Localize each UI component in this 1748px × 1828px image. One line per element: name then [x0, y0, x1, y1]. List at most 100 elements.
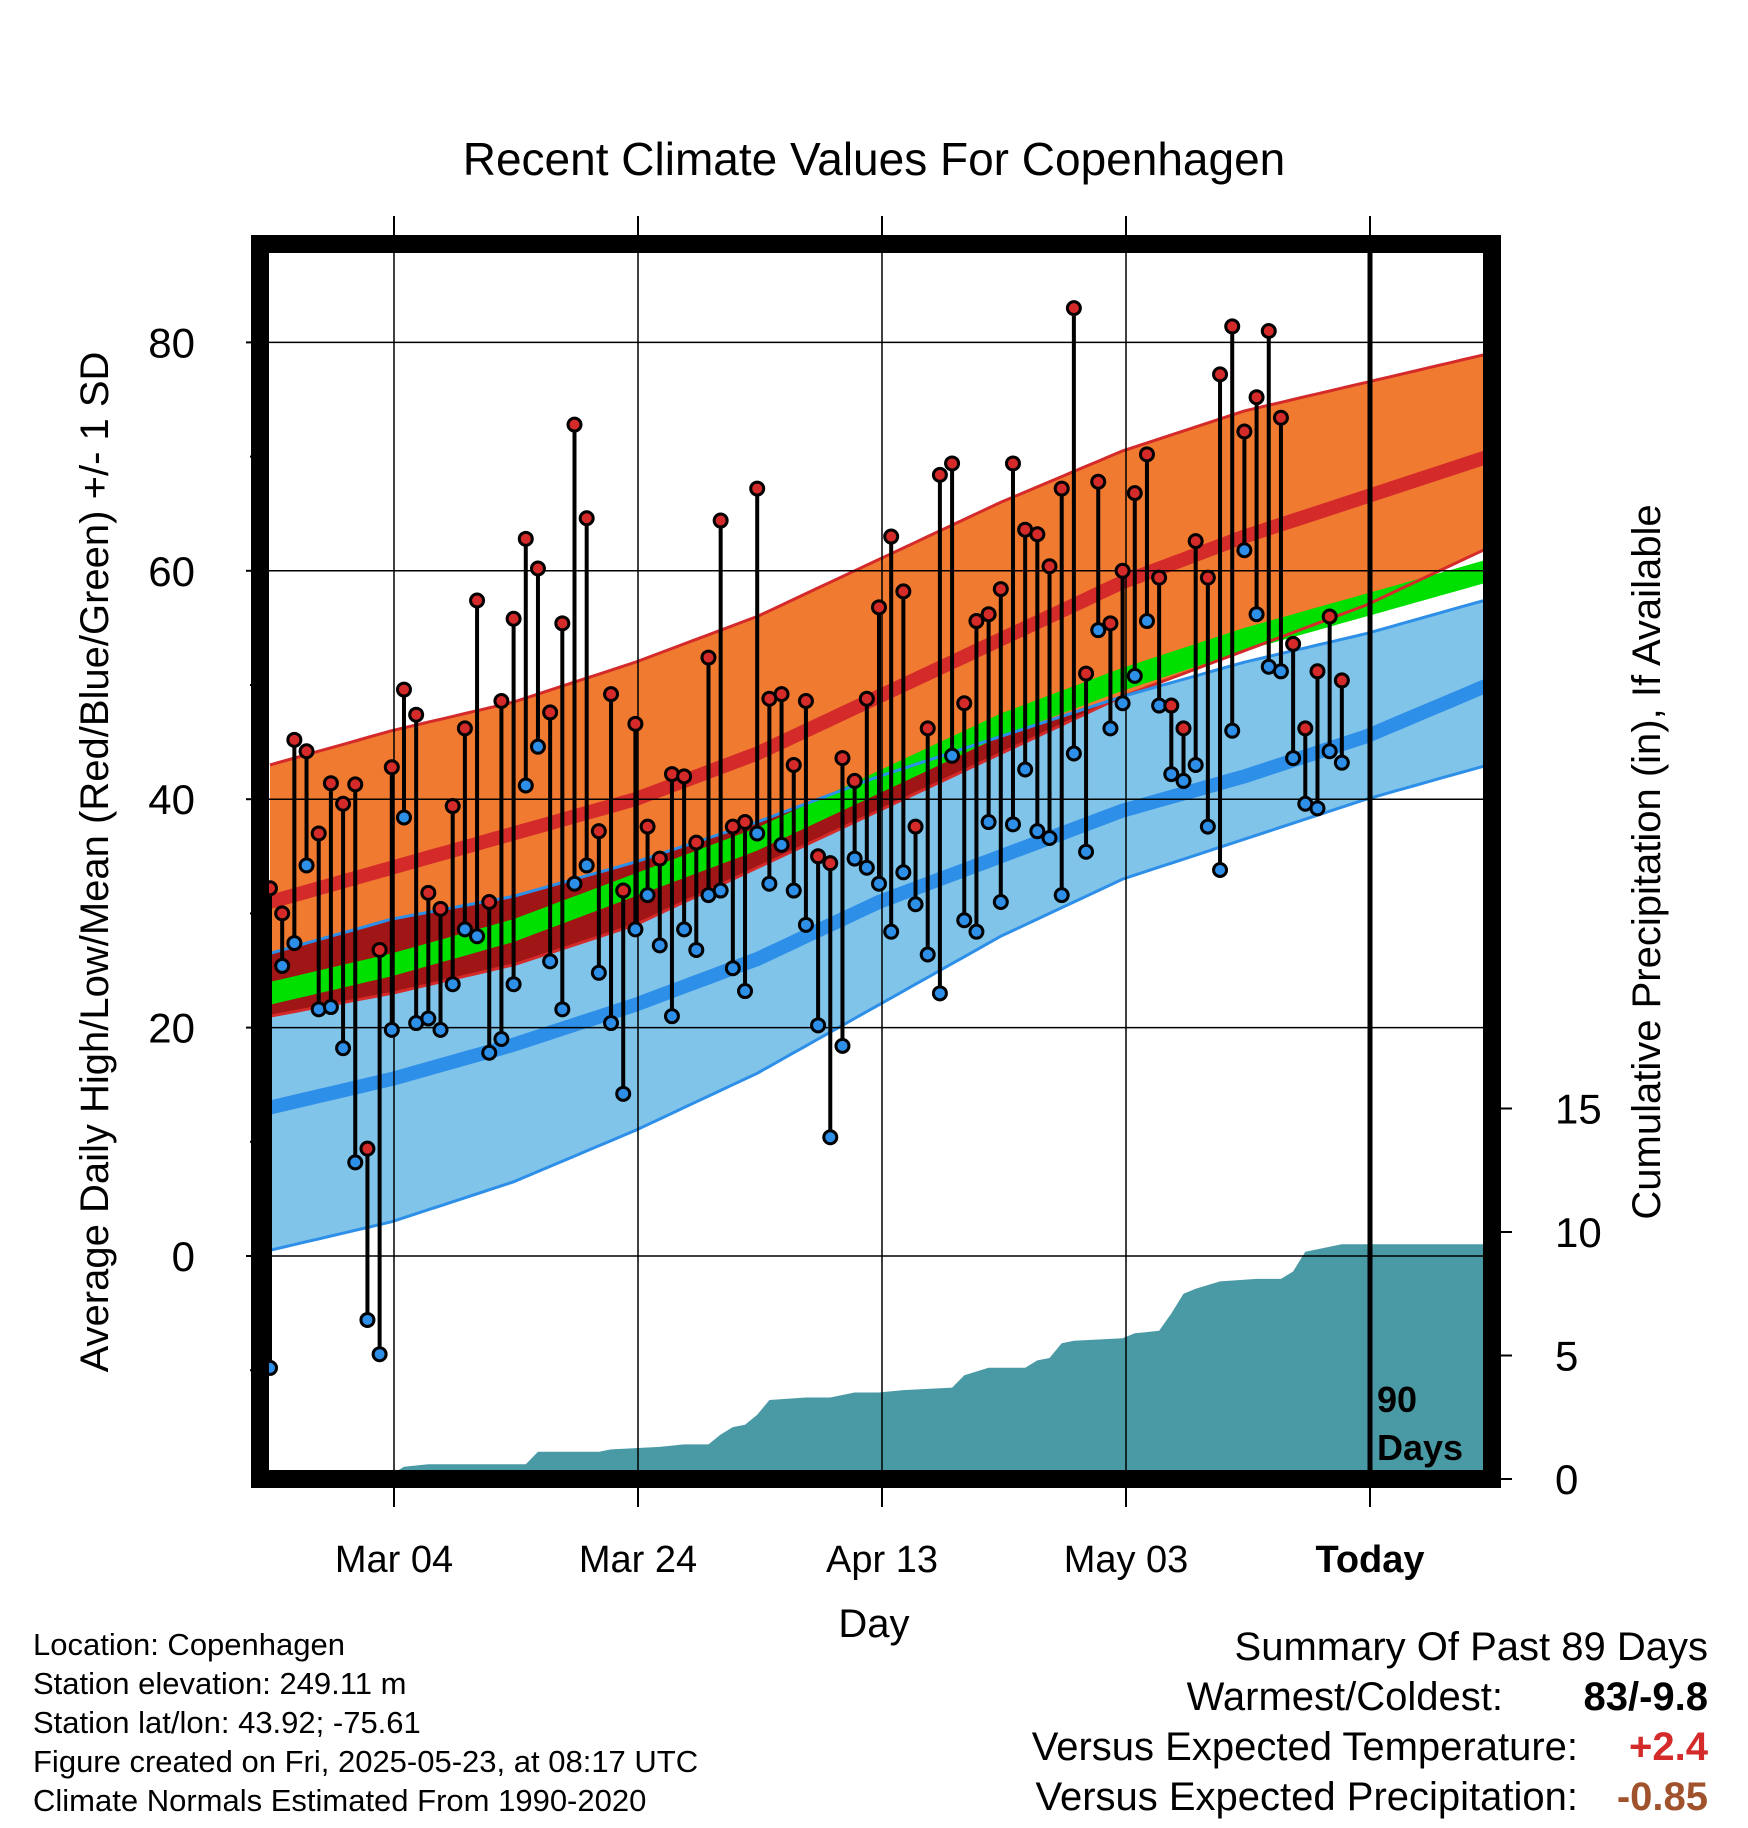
y-tick-label: 80 — [148, 319, 195, 366]
daily-high-point — [383, 759, 400, 776]
daily-low-point — [395, 809, 412, 826]
daily-high-point — [1321, 608, 1338, 625]
daily-high-point — [773, 686, 790, 703]
daily-low-point — [883, 923, 900, 940]
daily-high-point — [627, 715, 644, 732]
daily-low-point — [1102, 720, 1119, 737]
daily-low-point — [1285, 750, 1302, 767]
daily-high-point — [834, 750, 851, 767]
daily-low-point — [639, 887, 656, 904]
daily-high-point — [469, 592, 486, 609]
daily-high-point — [444, 798, 461, 815]
daily-high-point — [1114, 562, 1131, 579]
daily-high-point — [1272, 409, 1289, 426]
daily-high-point — [1333, 672, 1350, 689]
daily-high-point — [871, 599, 887, 616]
daily-high-point — [590, 823, 607, 840]
daily-low-point — [1333, 754, 1350, 771]
daily-high-point — [1151, 569, 1168, 586]
daily-high-point — [956, 695, 973, 712]
y-axis-label: Average Daily High/Low/Mean (Red/Blue/Gr… — [73, 352, 117, 1373]
daily-low-point — [456, 921, 473, 938]
daily-high-point — [688, 834, 705, 851]
daily-low-point — [810, 1017, 827, 1034]
daily-high-point — [432, 900, 449, 917]
daily-low-point — [724, 960, 741, 977]
daily-high-point — [883, 528, 900, 545]
daily-high-point — [822, 855, 839, 872]
plot-frame — [251, 235, 1501, 1488]
daily-high-point — [980, 606, 997, 623]
daily-low-point — [797, 916, 814, 933]
daily-low-point — [274, 957, 291, 974]
daily-low-point — [432, 1021, 449, 1038]
daily-low-point — [944, 747, 961, 764]
y-tick-label: 60 — [148, 548, 195, 595]
warmest-value: 83/-9.8 — [1583, 1675, 1708, 1719]
summary-title: Summary Of Past 89 Days — [1234, 1625, 1708, 1669]
today-days-label: 90 — [1377, 1379, 1417, 1420]
daily-high-point — [1102, 615, 1119, 632]
daily-high-point — [408, 706, 425, 723]
daily-low-point — [1175, 772, 1192, 789]
daily-high-point — [651, 850, 668, 867]
normals-text: Climate Normals Estimated From 1990-2020 — [33, 1783, 647, 1818]
daily-high-point — [529, 560, 546, 577]
daily-low-point — [627, 921, 644, 938]
daily-low-point — [871, 875, 887, 892]
daily-low-point — [1187, 756, 1204, 773]
daily-high-point — [1029, 526, 1046, 543]
precip-value: -0.85 — [1616, 1775, 1708, 1819]
x-tick-label: Mar 04 — [335, 1539, 453, 1581]
daily-low-point — [1138, 613, 1155, 630]
y-tick-label: 20 — [148, 1005, 195, 1052]
daily-high-point — [359, 1140, 376, 1157]
daily-high-point — [456, 720, 473, 737]
daily-low-point — [1236, 542, 1253, 559]
daily-high-point — [274, 905, 291, 922]
daily-low-point — [858, 859, 875, 876]
daily-low-point — [603, 1015, 620, 1032]
x-tick-label: May 03 — [1064, 1539, 1189, 1581]
daily-high-point — [505, 610, 522, 627]
daily-low-point — [578, 857, 595, 874]
daily-low-point — [298, 857, 315, 874]
today-days-label: Days — [1377, 1427, 1463, 1468]
daily-high-point — [298, 743, 315, 760]
daily-high-point — [1285, 635, 1302, 652]
y2-tick-label: 15 — [1555, 1086, 1602, 1133]
created-text: Figure created on Fri, 2025-05-23, at 08… — [33, 1744, 699, 1779]
daily-high-point — [1065, 300, 1082, 317]
daily-high-point — [1309, 663, 1326, 680]
daily-high-point — [1163, 697, 1180, 714]
daily-low-point — [1248, 606, 1265, 623]
daily-high-point — [615, 882, 632, 899]
daily-high-point — [1090, 473, 1107, 490]
x-axis-label: Day — [838, 1602, 909, 1646]
daily-high-point — [420, 884, 437, 901]
daily-low-point — [1090, 622, 1107, 639]
y2-tick-label: 0 — [1555, 1456, 1578, 1503]
daily-low-point — [785, 882, 802, 899]
daily-low-point — [590, 964, 607, 981]
y2-tick-label: 5 — [1555, 1333, 1578, 1380]
daily-high-point — [639, 818, 656, 835]
daily-high-point — [797, 692, 814, 709]
daily-high-point — [919, 720, 936, 737]
daily-low-point — [371, 1346, 388, 1363]
temp-value: +2.4 — [1629, 1725, 1708, 1769]
daily-high-point — [1138, 446, 1155, 463]
daily-low-point — [749, 825, 766, 842]
daily-low-point — [931, 985, 948, 1002]
daily-high-point — [1004, 455, 1021, 472]
daily-low-point — [676, 921, 693, 938]
precip-area — [270, 1244, 1488, 1479]
daily-high-point — [1297, 720, 1314, 737]
daily-low-point — [481, 1044, 498, 1061]
low-mean-line — [268, 678, 1491, 1115]
daily-high-point — [371, 941, 388, 958]
daily-high-point — [542, 704, 559, 721]
daily-low-point — [347, 1154, 364, 1171]
daily-low-point — [420, 1010, 437, 1027]
